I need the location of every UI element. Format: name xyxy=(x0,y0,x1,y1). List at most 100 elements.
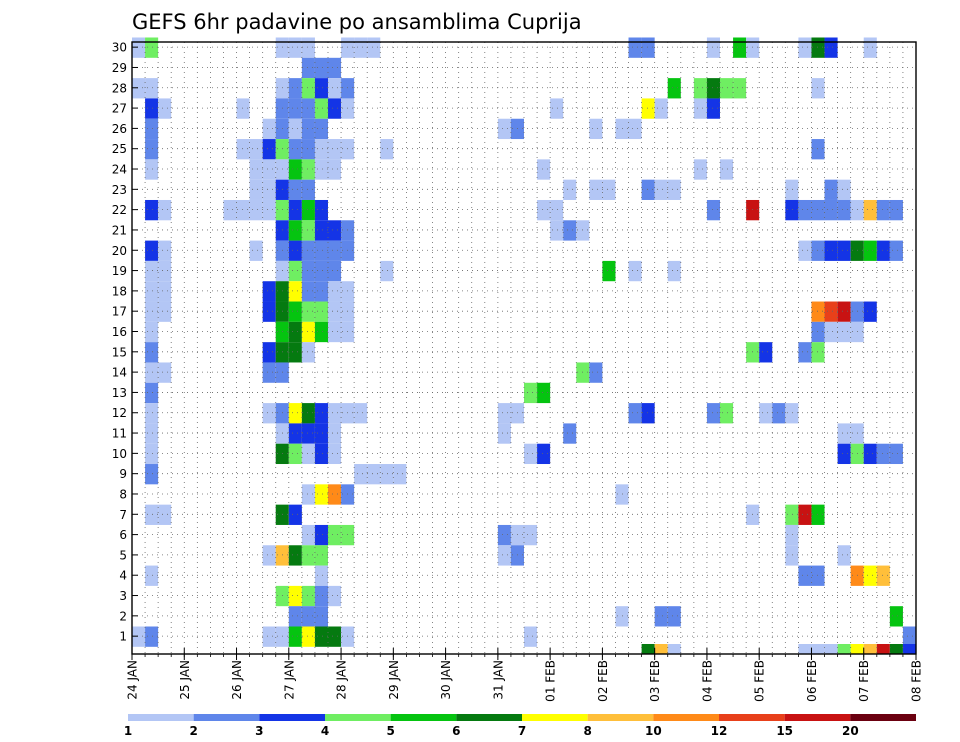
heatmap-cell xyxy=(301,626,315,647)
heatmap-cell xyxy=(497,423,511,444)
heatmap-cell xyxy=(301,57,315,79)
heatmap-cell xyxy=(863,443,877,465)
y-tick-label: 14 xyxy=(112,366,127,380)
heatmap-cell xyxy=(328,484,342,505)
heatmap-cell xyxy=(328,78,342,99)
heatmap-cell xyxy=(837,443,851,465)
heatmap-cell xyxy=(301,240,315,261)
heatmap-cell xyxy=(889,240,903,261)
heatmap-cell xyxy=(301,524,315,546)
heatmap-cell xyxy=(275,37,289,58)
heatmap-cell xyxy=(301,606,315,627)
heatmap-cell xyxy=(328,626,342,647)
heatmap-cell xyxy=(837,199,851,221)
heatmap-cell xyxy=(341,220,355,241)
heatmap-cell xyxy=(275,342,289,363)
heatmap-cell xyxy=(262,362,276,383)
heatmap-cell xyxy=(288,423,302,444)
heatmap-cell xyxy=(850,443,864,465)
heatmap-cell xyxy=(275,159,289,180)
x-tick-label: 05 FEB xyxy=(753,660,767,702)
heatmap-cell xyxy=(380,260,394,282)
heatmap-cell xyxy=(275,301,289,322)
heatmap-cell xyxy=(837,545,851,566)
heatmap-cell xyxy=(706,98,720,119)
colorbar-label: 7 xyxy=(518,724,526,738)
colorbar-label: 2 xyxy=(189,724,197,738)
heatmap-cell xyxy=(693,78,707,99)
heatmap-cell xyxy=(550,199,564,221)
heatmap-cell xyxy=(314,240,328,261)
heatmap-cell xyxy=(341,626,355,647)
heatmap-cell xyxy=(628,403,642,424)
heatmap-cell xyxy=(602,179,616,200)
heatmap-cell xyxy=(288,504,302,525)
colorbar-label: 12 xyxy=(711,724,728,738)
heatmap-cell xyxy=(811,78,825,99)
colorbar-label: 8 xyxy=(583,724,591,738)
x-tick-label: 24 JAN xyxy=(126,660,140,700)
y-tick-label: 29 xyxy=(112,61,127,75)
heatmap-cell xyxy=(262,301,276,322)
heatmap-cell xyxy=(314,403,328,424)
y-tick-label: 17 xyxy=(112,305,127,319)
heatmap-cell xyxy=(314,118,328,140)
heatmap-cell xyxy=(367,37,381,58)
heatmap-cell xyxy=(158,301,172,322)
heatmap-cell xyxy=(354,464,368,485)
x-axis: 24 JAN 25 JAN 26 JAN 27 JAN 28 JAN 29 JAN 30 J… xyxy=(126,648,924,702)
heatmap-cell xyxy=(158,362,172,383)
heatmap-cell xyxy=(863,199,877,221)
heatmap-cell xyxy=(262,626,276,647)
y-tick-label: 8 xyxy=(119,487,127,501)
heatmap-cell xyxy=(328,585,342,607)
heatmap-cell xyxy=(354,403,368,424)
x-tick-label: 28 JAN xyxy=(335,660,349,700)
x-tick-label: 02 FEB xyxy=(596,660,610,702)
heatmap-cell xyxy=(314,98,328,119)
heatmap-cell xyxy=(301,220,315,241)
heatmap-cell xyxy=(145,342,159,363)
heatmap-cell xyxy=(341,37,355,58)
heatmap-cell xyxy=(145,98,159,119)
heatmap-cell xyxy=(850,423,864,444)
heatmap-cell xyxy=(785,504,799,525)
colorbar-label: 10 xyxy=(645,724,662,738)
heatmap-cell xyxy=(314,57,328,79)
heatmap-cell xyxy=(798,199,812,221)
heatmap-cell xyxy=(288,240,302,261)
heatmap-cell xyxy=(576,220,590,241)
heatmap-cell xyxy=(275,403,289,424)
y-tick-label: 7 xyxy=(119,508,127,522)
heatmap-cell xyxy=(249,179,263,200)
heatmap-cell xyxy=(341,524,355,546)
colorbar-label: 3 xyxy=(255,724,263,738)
heatmap-cell xyxy=(341,98,355,119)
heatmap-cell xyxy=(497,545,511,566)
heatmap-cell xyxy=(288,626,302,647)
x-tick-label: 01 FEB xyxy=(544,660,558,702)
heatmap-cell xyxy=(301,545,315,566)
heatmap-cell xyxy=(275,504,289,525)
heatmap-cell xyxy=(314,443,328,465)
heatmap-cell xyxy=(902,626,916,647)
heatmap-cell xyxy=(811,37,825,58)
heatmap-cell xyxy=(563,179,577,200)
y-tick-label: 24 xyxy=(112,163,127,177)
heatmap-cell xyxy=(733,78,747,99)
heatmap-cell xyxy=(314,301,328,322)
y-tick-label: 19 xyxy=(112,264,127,278)
heatmap-cell xyxy=(876,443,890,465)
heatmap-cell xyxy=(288,220,302,241)
x-tick-label: 30 JAN xyxy=(439,660,453,700)
heatmap-cell xyxy=(158,199,172,221)
heatmap-cell xyxy=(262,342,276,363)
heatmap-cell xyxy=(550,98,564,119)
heatmap-cell xyxy=(380,464,394,485)
heatmap-cell xyxy=(824,199,838,221)
heatmap-cell xyxy=(811,199,825,221)
colorbar-label: 1 xyxy=(124,724,132,738)
y-tick-label: 25 xyxy=(112,142,127,156)
heatmap-cell xyxy=(145,240,159,261)
